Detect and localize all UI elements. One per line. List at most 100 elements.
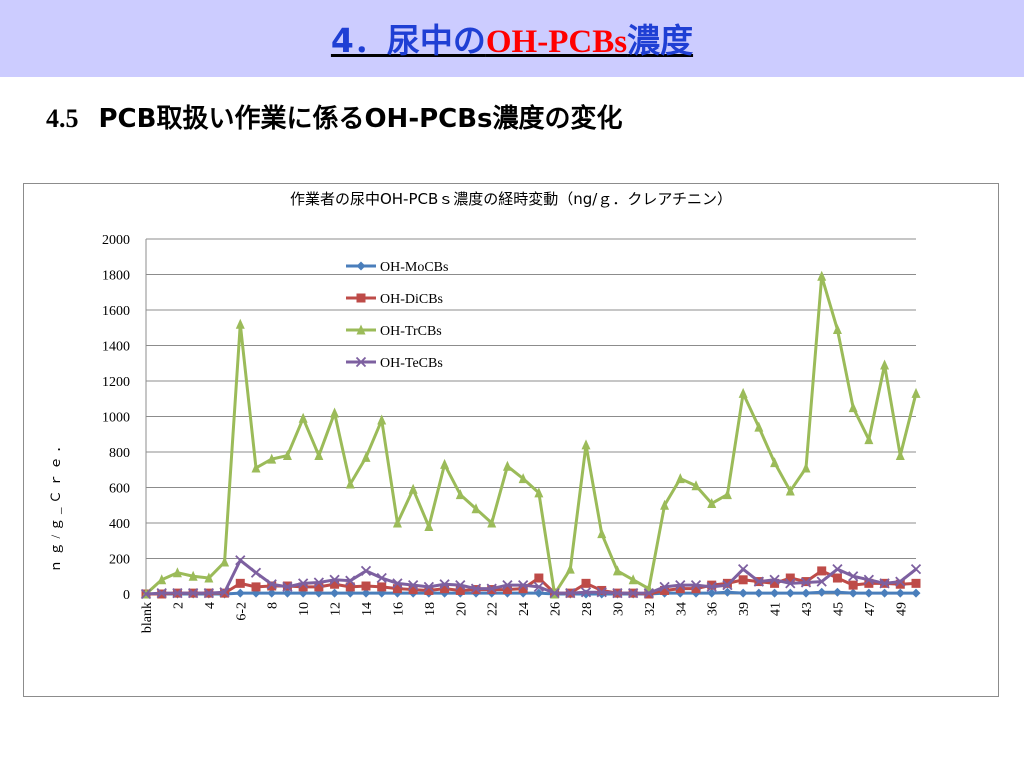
x-tick-label: 6-2 (234, 602, 249, 621)
data-point (785, 578, 796, 589)
data-point (440, 458, 450, 469)
series-line (145, 558, 917, 596)
data-point (172, 587, 183, 599)
section-number: 4.5 (46, 104, 79, 133)
data-point (282, 581, 293, 593)
data-point (770, 457, 780, 468)
data-point (518, 579, 529, 591)
data-point (267, 581, 277, 591)
data-point (581, 578, 591, 588)
data-point (298, 582, 308, 592)
data-point (298, 578, 309, 589)
slide-title-band (0, 0, 1024, 77)
data-point (534, 487, 544, 498)
data-point (691, 480, 701, 491)
data-point (880, 359, 890, 370)
y-tick-label: 1600 (102, 304, 130, 319)
x-tick-label: 16 (391, 602, 406, 616)
data-point (408, 585, 418, 595)
data-point (408, 483, 418, 494)
data-point (911, 588, 921, 598)
data-point (817, 587, 827, 597)
data-point (612, 587, 623, 599)
data-point (188, 570, 198, 581)
data-point (502, 579, 513, 591)
data-point (549, 587, 560, 599)
data-point (659, 581, 670, 593)
slide-title: 4．尿中のOH-PCBs濃度 (0, 14, 1024, 62)
data-point (722, 579, 733, 591)
data-point (816, 576, 827, 587)
data-point (832, 573, 842, 583)
x-tick-label: 12 (329, 602, 344, 616)
legend-label: OH-DiCBs (380, 292, 443, 307)
gridlines (145, 238, 916, 595)
x-tick-label: 30 (611, 602, 626, 616)
data-point (848, 402, 858, 413)
data-point (266, 579, 277, 590)
data-point (738, 387, 748, 398)
chart-title: 作業者の尿中OH-PCBｓ濃度の経時変動（ng/ｇ．クレアチニン） (290, 190, 732, 208)
data-point (597, 528, 607, 539)
data-point (356, 324, 366, 335)
data-point (785, 588, 795, 598)
data-point (392, 578, 403, 589)
data-point (377, 582, 387, 592)
data-point (801, 588, 811, 598)
data-point (486, 583, 497, 594)
data-point (423, 581, 434, 593)
x-tick-label: 36 (706, 602, 721, 616)
x-axis-ticks: blank 2 4 6-2 8 10 12 14 16 18 20 22 24 26 28 30 32 34 36 3… (140, 602, 909, 633)
y-tick-label: 1400 (102, 340, 130, 355)
x-tick-label: 24 (517, 602, 532, 616)
legend: OH-MoCBs OH-DiCBs OH-TrCBs OH-TeCBs (346, 260, 448, 371)
data-point (440, 584, 450, 594)
data-point (533, 581, 544, 593)
legend-label: OH-TeCBs (380, 356, 443, 371)
data-point (753, 576, 764, 587)
data-point (330, 588, 340, 598)
data-point (848, 580, 858, 590)
data-point (911, 387, 921, 398)
data-point (817, 566, 827, 576)
series-group (140, 270, 922, 600)
slide-title-highlight: OH-PCBs (485, 24, 628, 60)
data-point (769, 574, 780, 585)
data-point (356, 261, 366, 271)
x-tick-label: 10 (297, 602, 312, 616)
data-point (250, 567, 262, 578)
data-point (471, 503, 481, 514)
x-tick-label: 4 (203, 602, 218, 609)
data-point (330, 579, 340, 589)
data-point (785, 485, 795, 496)
x-tick-label: 43 (800, 602, 815, 616)
data-point (863, 574, 874, 585)
y-axis-label: ｎｇ/ｇ_Ｃｒｅ． (48, 435, 63, 572)
data-point (597, 585, 607, 595)
data-point (439, 579, 450, 590)
y-tick-label: 1800 (102, 269, 130, 284)
data-point (282, 450, 292, 461)
data-point (140, 588, 152, 600)
data-point (660, 499, 670, 510)
data-point (235, 318, 245, 329)
data-point (738, 588, 748, 598)
data-point (754, 421, 764, 432)
data-point (643, 587, 654, 599)
data-point (580, 587, 592, 598)
x-tick-label: 20 (454, 602, 469, 616)
data-point (203, 587, 214, 599)
data-point (596, 587, 607, 598)
data-point (329, 574, 340, 585)
data-point (235, 578, 245, 588)
legend-label: OH-MoCBs (380, 260, 448, 275)
data-point (706, 581, 717, 593)
x-tick-label: 49 (894, 602, 909, 616)
legend-item: OH-DiCBs (346, 292, 443, 307)
data-point (738, 575, 748, 585)
data-point (848, 571, 859, 582)
x-tick-label: 14 (360, 602, 375, 616)
data-point (690, 579, 702, 591)
data-point (377, 414, 387, 425)
data-point (880, 588, 890, 598)
